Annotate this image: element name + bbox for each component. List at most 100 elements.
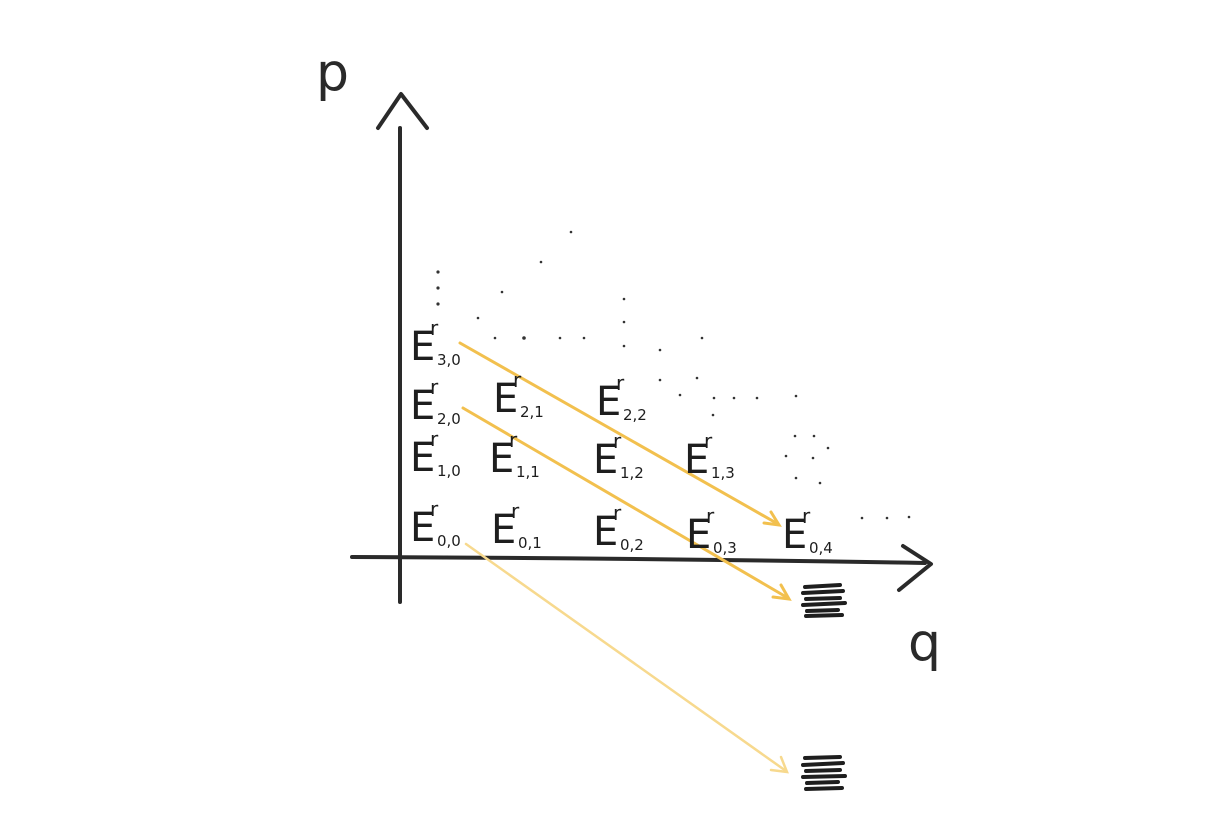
term-e-2-1: Er 2,1 [493,368,544,422]
dot [755,396,759,400]
dot [885,516,889,520]
dot [732,396,736,400]
scribble-icon [801,583,847,791]
term-subscript: 0,2 [620,536,644,554]
term-symbol: E [493,376,518,422]
term-page-index: r [706,504,715,528]
vertical-axis [397,126,402,604]
dot [500,290,504,294]
term-e-3-0: Er 3,0 [410,316,461,370]
term-symbol: E [410,324,435,370]
horizontal-axis [350,555,927,565]
term-symbol: E [684,437,709,483]
dot [658,378,662,382]
term-subscript: 0,4 [809,539,833,557]
term-e-2-0: Er 2,0 [410,375,461,429]
term-e-2-2: Er 2,2 [596,371,647,425]
dot [522,336,526,340]
continuation-dots [436,230,911,520]
term-symbol: E [593,509,618,555]
dot [539,260,543,264]
dot [436,302,440,306]
dot [569,230,573,234]
term-symbol: E [593,437,618,483]
differential-arrow-2-0 [461,406,790,600]
horizontal-axis-arrowhead [897,544,933,592]
term-symbol: E [410,505,435,551]
term-subscript: 1,2 [620,464,644,482]
term-page-index: r [704,429,713,453]
dot [826,446,830,450]
term-page-index: r [430,427,439,451]
term-subscript: 1,0 [437,462,461,480]
differential-arrowhead-2-0 [771,583,792,601]
term-subscript: 1,3 [711,464,735,482]
dot [678,393,682,397]
term-e-1-1: Er 1,1 [489,428,540,482]
dot [622,320,626,324]
term-page-index: r [509,428,518,452]
term-e-0-1: Er 0,1 [491,499,542,553]
term-page-index: r [430,497,439,521]
vertical-axis-arrowhead [376,92,429,130]
dot [622,297,626,301]
dot [860,516,864,520]
differentials [458,341,792,774]
dot [711,413,715,417]
term-symbol: E [686,512,711,558]
q-axis-label: q [908,613,941,673]
dot [811,456,815,460]
dot [622,344,626,348]
term-e-1-2: Er 1,2 [593,429,644,483]
term-page-index: r [802,504,811,528]
differential-arrowhead-0-0 [769,755,789,774]
term-page-index: r [613,501,622,525]
scribble-icon [801,583,847,618]
term-e-0-3: Er 0,3 [686,504,737,558]
term-symbol: E [491,507,516,553]
dot [907,515,911,519]
term-page-index: r [430,375,439,399]
dot [436,270,440,274]
term-page-index: r [513,368,522,392]
term-page-index: r [616,371,625,395]
term-subscript: 1,1 [516,463,540,481]
term-subscript: 0,1 [518,534,542,552]
term-subscript: 3,0 [437,351,461,369]
term-subscript: 0,0 [437,532,461,550]
dot [436,286,440,290]
term-subscript: 0,3 [713,539,737,557]
dot [812,434,816,438]
differential-arrowhead-3-0 [762,510,782,527]
term-symbol: E [596,379,621,425]
term-e-0-4: Er 0,4 [782,504,833,558]
term-symbol: E [410,435,435,481]
dot [818,481,822,485]
term-subscript: 2,2 [623,406,647,424]
term-e-1-3: Er 1,3 [684,429,735,483]
term-symbol: E [410,383,435,429]
differential-arrow-0-0 [464,542,788,773]
dot [695,376,699,380]
term-page-index: r [430,316,439,340]
dot [793,434,797,438]
term-subscript: 2,0 [437,410,461,428]
dot [784,454,788,458]
p-axis-label: p [316,43,349,103]
axes [350,92,933,604]
term-e-0-0: Er 0,0 [410,497,461,551]
term-symbol: E [782,512,807,558]
term-subscript: 2,1 [520,403,544,421]
term-page-index: r [613,429,622,453]
dot [794,394,798,398]
term-e-0-2: Er 0,2 [593,501,644,555]
dot [794,476,798,480]
dot [493,336,497,340]
differential-arrow-3-0 [458,341,780,526]
term-e-1-0: Er 1,0 [410,427,461,481]
term-page-index: r [511,499,520,523]
dot [712,396,716,400]
